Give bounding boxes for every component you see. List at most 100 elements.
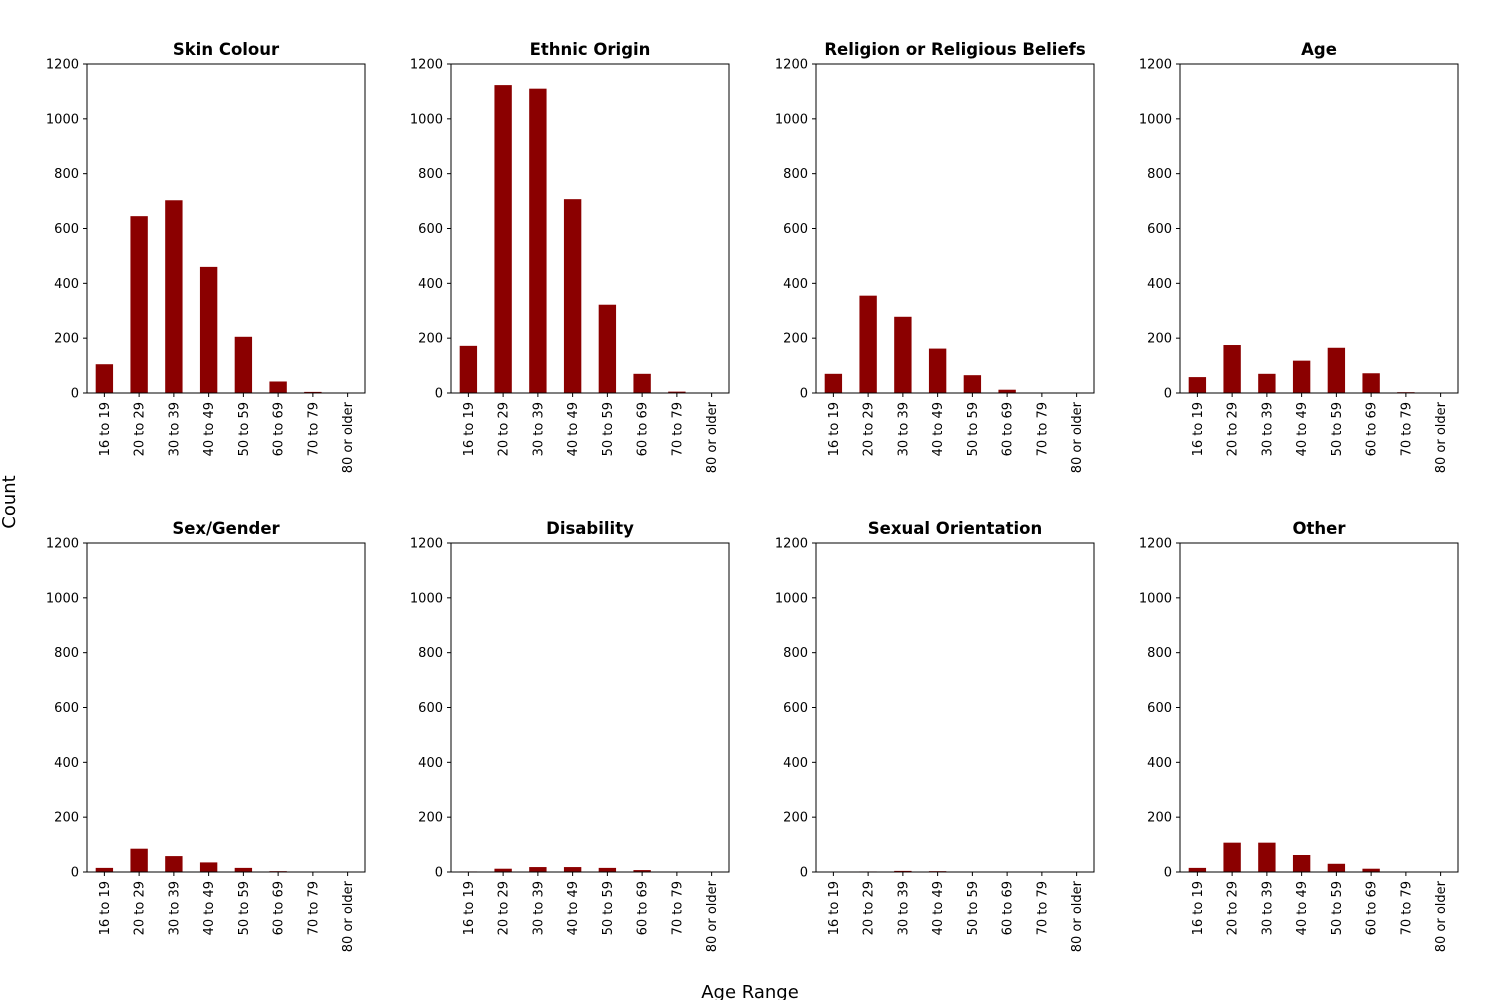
y-tick-label: 800: [1147, 646, 1172, 661]
x-tick-label: 20 to 29: [497, 881, 512, 935]
y-tick-label: 1000: [410, 112, 443, 127]
panel-sexual-orientation: Sexual Orientation 0 200 400 600 800 1000 1200 1…: [775, 519, 1095, 952]
bar: [1188, 377, 1207, 393]
x-tick-label: 40 to 49: [1295, 402, 1310, 456]
x-tick-label: 50 to 59: [237, 881, 252, 935]
y-tick-label: 0: [435, 866, 443, 881]
x-tick-label: 60 to 69: [272, 402, 287, 456]
bar: [1292, 360, 1311, 393]
x-tick-label: 30 to 39: [1260, 881, 1275, 935]
x-tick-label: 20 to 29: [1226, 402, 1241, 456]
y-tick-label: 1200: [775, 537, 808, 552]
y-tick-label: 1200: [1139, 58, 1172, 73]
x-tick-label: 40 to 49: [931, 402, 946, 456]
bar: [130, 216, 148, 393]
bar: [1327, 347, 1346, 393]
panel-disability: Disability 0 200 400 600 800 1000 1200 16 to 19 2…: [410, 519, 730, 952]
plot-frame: [86, 542, 366, 873]
y-tick-label: 400: [783, 277, 808, 292]
y-tick-label: 800: [783, 646, 808, 661]
bar: [633, 870, 651, 872]
bar: [494, 85, 512, 393]
bar: [928, 348, 947, 393]
x-tick-label: 40 to 49: [566, 402, 581, 456]
panel-title: Sex/Gender: [172, 519, 280, 538]
y-tick-label: 600: [418, 222, 443, 237]
x-tick-label: 80 or older: [1070, 880, 1085, 952]
bar: [998, 389, 1016, 393]
panel-title: Skin Colour: [173, 40, 280, 59]
x-axis-label: Age Range: [701, 982, 799, 1000]
panel-title: Disability: [546, 519, 634, 538]
y-tick-label: 600: [783, 222, 808, 237]
x-tick-label: 40 to 49: [1295, 881, 1310, 935]
bar: [269, 381, 287, 393]
y-tick-label: 400: [1147, 277, 1172, 292]
bar: [894, 316, 912, 393]
x-tick-label: 70 to 79: [670, 402, 685, 456]
y-tick-label: 1200: [410, 58, 443, 73]
y-axis-label: Count: [0, 475, 20, 528]
bar: [1292, 855, 1311, 872]
panel-skin-colour: Skin Colour 0 200 400 600 800 1000 1200 16 to 19…: [46, 40, 366, 473]
x-tick-label: 20 to 29: [862, 402, 877, 456]
x-tick-label: 40 to 49: [931, 881, 946, 935]
y-tick-label: 1000: [1139, 591, 1172, 606]
y-tick-label: 200: [418, 811, 443, 826]
bar: [199, 266, 218, 393]
y-tick-label: 800: [783, 167, 808, 182]
x-tick-label: 80 or older: [1434, 401, 1449, 473]
x-tick-label: 16 to 19: [98, 402, 113, 456]
plot-frame: [815, 63, 1095, 394]
y-tick-label: 800: [418, 167, 443, 182]
x-tick-label: 50 to 59: [966, 402, 981, 456]
x-tick-label: 30 to 39: [896, 881, 911, 935]
panel-sex-gender: Sex/Gender 0 200 400 600 800 1000 1200 16 to 19 2…: [46, 519, 366, 952]
y-tick-label: 200: [1147, 332, 1172, 347]
plot-frame: [86, 63, 366, 394]
y-tick-label: 600: [54, 701, 79, 716]
x-tick-label: 20 to 29: [1226, 881, 1241, 935]
x-tick-label: 50 to 59: [1330, 881, 1345, 935]
panel-other: Other 0 200 400 600 800 1000 1200 16 to 19 20 to …: [1139, 519, 1459, 952]
y-tick-label: 400: [783, 756, 808, 771]
x-tick-label: 30 to 39: [531, 881, 546, 935]
y-tick-label: 800: [418, 646, 443, 661]
x-tick-label: 20 to 29: [862, 881, 877, 935]
panel-title: Sexual Orientation: [868, 519, 1042, 538]
bar: [494, 868, 512, 872]
x-tick-label: 50 to 59: [601, 402, 616, 456]
y-tick-label: 1200: [410, 537, 443, 552]
x-tick-label: 20 to 29: [133, 402, 148, 456]
plot-frame: [450, 63, 730, 394]
x-tick-label: 50 to 59: [237, 402, 252, 456]
x-tick-label: 70 to 79: [306, 881, 321, 935]
bar: [598, 304, 617, 393]
bar: [963, 375, 982, 393]
y-tick-label: 0: [1164, 387, 1172, 402]
plot-frame: [450, 542, 730, 873]
y-tick-label: 800: [54, 646, 79, 661]
y-tick-label: 1200: [46, 537, 79, 552]
y-tick-label: 400: [54, 277, 79, 292]
x-tick-label: 70 to 79: [1035, 402, 1050, 456]
y-tick-label: 1000: [775, 591, 808, 606]
x-tick-label: 16 to 19: [1191, 402, 1206, 456]
x-tick-label: 16 to 19: [462, 402, 477, 456]
y-tick-label: 600: [418, 701, 443, 716]
x-tick-label: 50 to 59: [601, 881, 616, 935]
y-tick-label: 600: [1147, 222, 1172, 237]
y-tick-label: 400: [418, 756, 443, 771]
y-tick-label: 0: [800, 866, 808, 881]
y-tick-label: 1000: [46, 591, 79, 606]
y-tick-label: 1200: [1139, 537, 1172, 552]
x-tick-label: 80 or older: [705, 401, 720, 473]
y-tick-label: 1000: [410, 591, 443, 606]
y-tick-label: 1000: [775, 112, 808, 127]
bar: [234, 336, 253, 393]
x-tick-label: 20 to 29: [497, 402, 512, 456]
x-tick-label: 70 to 79: [1399, 402, 1414, 456]
x-tick-label: 70 to 79: [1399, 881, 1414, 935]
bar: [824, 373, 843, 393]
